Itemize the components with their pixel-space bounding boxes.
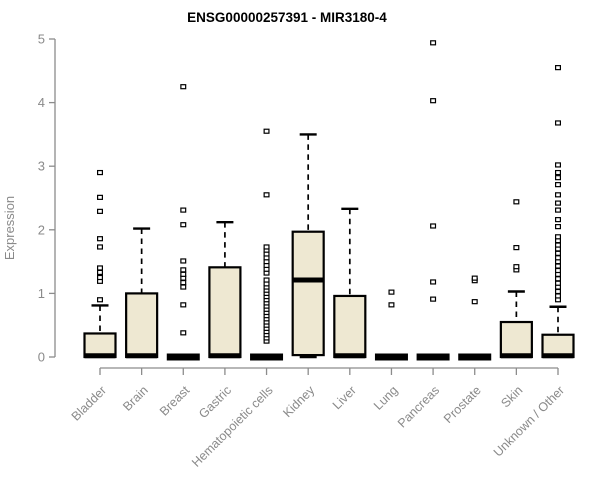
outlier-point xyxy=(96,236,103,242)
collapsed-box-bar xyxy=(374,353,408,361)
outlier-point xyxy=(430,296,437,302)
x-category-label: Breast xyxy=(157,383,193,419)
x-category-label: Bladder xyxy=(69,383,109,423)
box-rect xyxy=(208,266,242,359)
outlier-point xyxy=(96,194,103,200)
outlier-point xyxy=(263,277,270,283)
outlier-point xyxy=(513,245,520,251)
outlier-point xyxy=(388,302,395,308)
outlier-point xyxy=(554,175,561,181)
outlier-point xyxy=(96,274,103,281)
collapsed-box-bar xyxy=(250,353,284,361)
outlier-point xyxy=(513,199,520,205)
x-category-label: Brain xyxy=(120,383,151,414)
outlier-point xyxy=(471,275,478,281)
y-tick-label: 0 xyxy=(38,350,45,365)
collapsed-box-bar xyxy=(166,353,200,361)
outlier-point xyxy=(513,264,520,270)
y-tick-label: 1 xyxy=(38,286,45,301)
x-category-label: Unknown / Other xyxy=(491,383,567,459)
outlier-point xyxy=(554,192,561,198)
plot-layer: 0 1 2 3 4 5 Bladder Brain Breast GastricHematopoi… xyxy=(38,32,575,470)
outlier-point xyxy=(554,217,561,223)
outlier-point xyxy=(554,280,561,286)
x-category-label: Kidney xyxy=(280,383,317,420)
outlier-point xyxy=(180,284,187,290)
outlier-point xyxy=(554,263,561,269)
x-category-label: Prostate xyxy=(441,383,484,426)
outlier-point xyxy=(554,224,561,230)
outlier-point xyxy=(96,208,103,214)
outlier-point xyxy=(96,169,103,176)
outlier-point xyxy=(263,244,270,250)
y-tick-label: 2 xyxy=(38,222,45,237)
outlier-point xyxy=(180,222,187,228)
outlier-point xyxy=(180,271,187,277)
outlier-point xyxy=(96,269,103,276)
outlier-point xyxy=(96,297,103,303)
y-axis-label: Expression xyxy=(2,196,17,260)
outlier-point xyxy=(554,65,561,71)
x-category-label: Hematopoietic cells xyxy=(189,383,276,470)
outlier-point xyxy=(554,182,561,188)
outlier-point xyxy=(180,258,187,264)
outlier-point xyxy=(430,223,437,229)
outlier-point xyxy=(96,244,103,250)
y-tick-label: 5 xyxy=(38,32,45,47)
collapsed-box-bar xyxy=(458,353,492,361)
outlier-point xyxy=(180,279,187,286)
outlier-point xyxy=(430,98,437,104)
outlier-point xyxy=(554,162,561,168)
x-category-label: Liver xyxy=(330,383,359,412)
y-tick-label: 3 xyxy=(38,159,45,174)
box-rect xyxy=(291,230,325,357)
collapsed-box-bar xyxy=(416,353,450,361)
outlier-point xyxy=(554,200,561,206)
x-category-label: Gastric xyxy=(196,383,234,421)
outlier-point xyxy=(554,267,561,274)
x-category-label: Lung xyxy=(371,383,401,413)
x-category-label: Skin xyxy=(498,383,525,410)
outlier-point xyxy=(96,265,103,271)
outlier-point xyxy=(180,207,187,213)
outlier-point xyxy=(263,128,270,134)
y-tick-label: 4 xyxy=(38,95,45,110)
outlier-point xyxy=(554,250,561,256)
outlier-point xyxy=(554,288,561,295)
outlier-point xyxy=(554,242,561,248)
x-category-label: Pancreas xyxy=(395,383,442,430)
outlier-point xyxy=(180,330,187,336)
chart-title: ENSG00000257391 - MIR3180-4 xyxy=(187,10,387,25)
outlier-point xyxy=(180,267,187,273)
outlier-point xyxy=(430,279,437,285)
outlier-point xyxy=(554,293,561,299)
outlier-point xyxy=(471,299,478,305)
outlier-point xyxy=(554,169,561,176)
box-rect xyxy=(499,320,533,359)
box-rect xyxy=(125,292,159,359)
outlier-point xyxy=(180,84,187,90)
outlier-point xyxy=(554,207,561,213)
outlier-point xyxy=(263,192,270,198)
outlier-point xyxy=(388,289,395,295)
outlier-point xyxy=(554,120,561,126)
outlier-point xyxy=(554,255,561,261)
box-rect xyxy=(333,294,367,359)
outlier-point xyxy=(430,40,437,46)
outlier-point xyxy=(180,302,187,308)
outlier-point xyxy=(554,276,561,282)
outlier-point xyxy=(554,234,561,240)
